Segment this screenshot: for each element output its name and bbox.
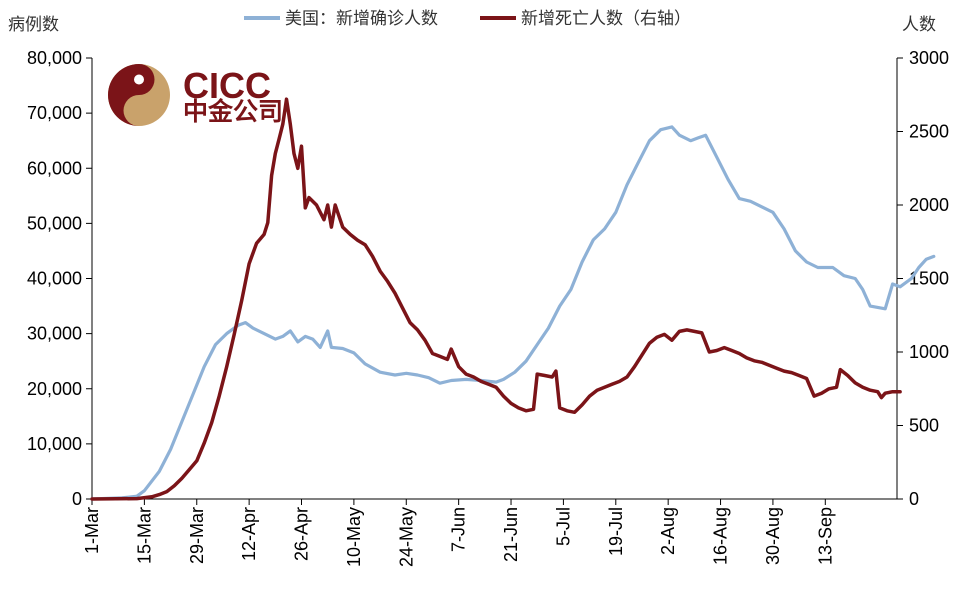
left-tick-label: 80,000 (27, 48, 82, 68)
left-axis: 0 10,000 20,000 30,000 40,000 50,000 60,000 70,… (27, 48, 93, 509)
left-tick-label: 0 (72, 489, 82, 509)
series-layer (90, 97, 936, 501)
right-tick-label: 1500 (909, 269, 949, 289)
x-tick-label: 15-Mar (134, 507, 154, 564)
left-tick-label: 30,000 (27, 324, 82, 344)
x-tick-label: 2-Aug (658, 507, 678, 555)
x-tick-label: 13-Sep (815, 507, 835, 565)
right-tick-label: 3000 (909, 48, 949, 68)
left-tick-label: 10,000 (27, 434, 82, 454)
x-tick-label: 24-May (396, 507, 416, 567)
legend-label-confirmed: 美国：新增确诊人数 (285, 9, 438, 29)
x-tick-label: 1-Mar (82, 507, 102, 554)
right-tick-label: 2500 (909, 122, 949, 142)
left-axis-title: 病例数 (8, 15, 59, 35)
x-axis: 1-Mar 15-Mar 29-Mar 12-Apr 26-Apr 10-May 24-Ma… (82, 498, 897, 567)
x-tick-label: 19-Jul (606, 507, 626, 556)
logo-latin: CICC (183, 65, 271, 106)
left-tick-label: 60,000 (27, 158, 82, 178)
left-tick-label: 40,000 (27, 269, 82, 289)
legend: 美国：新增确诊人数 新增死亡人数（右轴） (244, 9, 691, 29)
right-axis-title: 人数 (902, 15, 936, 35)
legend-label-deaths: 新增死亡人数（右轴） (521, 9, 691, 29)
logo-dot-icon (134, 74, 144, 85)
x-tick-label: 7-Jun (449, 507, 469, 552)
x-tick-label: 16-Aug (711, 507, 731, 565)
x-tick-label: 10-May (344, 507, 364, 567)
right-axis: 0 500 1000 1500 2000 2500 3000 (896, 48, 949, 509)
right-tick-label: 2000 (909, 195, 949, 215)
right-tick-label: 1000 (909, 342, 949, 362)
right-tick-label: 0 (909, 489, 919, 509)
x-tick-label: 12-Apr (239, 507, 259, 561)
x-tick-label: 5-Jul (553, 507, 573, 546)
x-tick-label: 21-Jun (501, 507, 521, 562)
series-line-deaths (90, 97, 902, 501)
right-tick-label: 500 (909, 416, 939, 436)
left-tick-label: 20,000 (27, 379, 82, 399)
x-tick-label: 30-Aug (763, 507, 783, 565)
series-line-confirmed (90, 125, 936, 501)
cicc-logo: CICC 中金公司 (108, 64, 283, 126)
logo-cjk: 中金公司 (183, 97, 283, 126)
x-tick-label: 29-Mar (187, 507, 207, 564)
left-tick-label: 50,000 (27, 213, 82, 233)
left-tick-label: 70,000 (27, 103, 82, 123)
x-tick-label: 26-Apr (292, 507, 312, 561)
